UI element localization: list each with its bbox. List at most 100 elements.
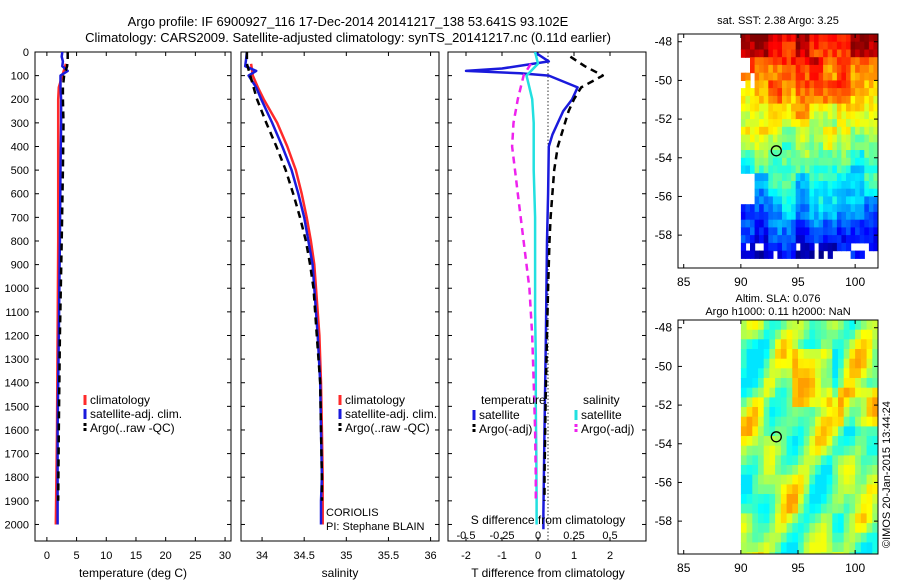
sst-cell <box>855 157 861 167</box>
sst-cell <box>768 219 774 228</box>
sst-cell <box>818 41 824 50</box>
sst-cell <box>859 134 865 143</box>
sst-cell <box>855 34 861 43</box>
sla-lat-tick-label: -48 <box>655 321 673 335</box>
sst-cell <box>800 235 806 244</box>
sst-cell <box>850 41 856 50</box>
sst-cell <box>841 34 847 43</box>
sst-cell <box>786 188 792 197</box>
sla-cell <box>809 387 816 398</box>
sst-cell <box>782 119 788 128</box>
sst-cell <box>859 41 865 50</box>
sst-cell <box>827 204 833 213</box>
sst-cell <box>859 95 865 105</box>
sst-cell <box>768 181 774 190</box>
sla-cell <box>849 407 856 418</box>
sla-cell <box>786 552 793 554</box>
sla-cell <box>775 358 782 369</box>
sst-cell <box>814 219 820 228</box>
sla-cell <box>798 378 805 389</box>
sla-cell <box>826 552 833 554</box>
sla-cell <box>866 542 873 553</box>
sst-cell <box>740 134 747 143</box>
sst-cell <box>772 64 779 74</box>
sla-map-panel: Altim. SLA: 0.076 Argo h1000: 0.11 h2000… <box>655 293 879 575</box>
sst-cell <box>818 157 824 167</box>
sst-cell <box>772 173 779 182</box>
sst-cell <box>759 196 765 205</box>
sst-cell <box>754 49 760 58</box>
sst-cell <box>786 34 792 43</box>
sst-cell <box>855 103 861 112</box>
sla-cell <box>775 329 782 340</box>
sst-cell <box>823 57 829 66</box>
sst-cell <box>791 157 797 167</box>
sla-cell <box>792 542 799 553</box>
sst-cell <box>795 142 801 151</box>
salinity-x-tick-label: 35.5 <box>378 550 399 562</box>
sla-cell <box>740 368 748 379</box>
sst-cell <box>759 72 765 81</box>
sst-cell <box>827 80 833 89</box>
sst-cell <box>859 188 865 197</box>
sla-cell <box>746 513 753 524</box>
sst-cell <box>791 227 797 236</box>
sla-cell <box>860 397 868 408</box>
sst-cell <box>791 49 797 58</box>
sst-cell <box>804 211 811 221</box>
sst-cell <box>754 88 760 97</box>
sla-cell <box>746 378 753 389</box>
sst-cell <box>763 41 769 50</box>
sla-cell <box>838 397 845 408</box>
sla-lon-tick-label: 100 <box>845 561 865 575</box>
sla-cell <box>843 494 850 505</box>
sst-cell <box>795 173 801 182</box>
sst-cell <box>777 242 783 252</box>
sla-cell <box>798 368 805 379</box>
sla-cell <box>763 358 770 369</box>
sst-cell <box>836 49 843 58</box>
sla-cell <box>740 320 748 331</box>
sst-cell <box>859 227 865 236</box>
sla-cell <box>763 397 770 408</box>
sst-cell <box>836 157 843 167</box>
sla-cell <box>758 474 765 485</box>
depth-tick-label: 1400 <box>5 378 29 390</box>
salinity-annotation-pi: PI: Stephane BLAIN <box>326 521 425 533</box>
sla-cell <box>786 339 793 350</box>
sst-cell <box>791 235 797 244</box>
sst-cell <box>750 134 756 143</box>
sst-map-ticks: 85 90 95 100-48-50-52-54-56-58 <box>655 34 878 289</box>
sst-cell <box>745 126 751 136</box>
sst-cell <box>818 235 824 244</box>
sst-cell <box>759 34 765 43</box>
sla-cell <box>792 378 799 389</box>
sla-cell <box>820 436 828 447</box>
sst-cell <box>827 64 833 74</box>
argo-profile <box>56 52 69 501</box>
sst-cell <box>800 165 806 174</box>
sst-cell <box>782 181 788 190</box>
sst-cell <box>841 57 847 66</box>
sla-cell <box>820 349 828 360</box>
sla-cell <box>855 503 862 514</box>
sla-cell <box>809 445 816 456</box>
sla-cell <box>769 484 776 495</box>
sal-diff-argo <box>510 63 538 501</box>
sla-cell <box>775 552 782 554</box>
sst-cell <box>832 235 838 244</box>
sla-cell <box>860 358 868 369</box>
sla-cell <box>792 513 799 524</box>
sst-cell <box>864 150 870 159</box>
sst-cell <box>846 211 852 221</box>
depth-tick-label: 1300 <box>5 354 29 366</box>
sla-cell <box>786 465 793 476</box>
sst-cell <box>740 235 747 244</box>
sla-cell <box>775 397 782 408</box>
sst-cell <box>786 150 792 159</box>
sst-cell <box>772 80 779 89</box>
sst-cell <box>827 41 833 50</box>
sla-cell <box>763 552 770 554</box>
sla-cell <box>740 378 748 389</box>
sst-cell <box>873 95 878 105</box>
